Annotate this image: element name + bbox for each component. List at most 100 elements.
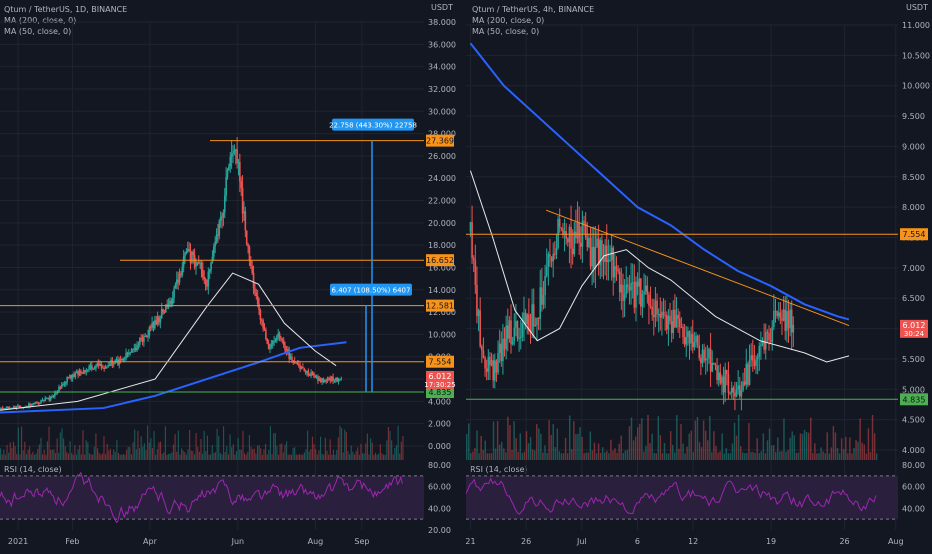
volume-bar [29, 446, 31, 460]
volume-bar [542, 452, 544, 460]
candle-body [240, 181, 243, 188]
candle-body [82, 369, 85, 374]
candle-body [215, 234, 218, 242]
volume-bar [830, 447, 833, 460]
volume-bar [72, 454, 74, 460]
volume-bar [601, 447, 604, 460]
volume-bar [360, 443, 362, 460]
panel-2-legend: Qtum / TetherUS, 4h, BINANCE MA (200, cl… [472, 5, 594, 36]
volume-bar [636, 427, 639, 460]
volume-bar [357, 447, 359, 460]
candle-body [734, 392, 736, 397]
candle-body [163, 312, 166, 314]
candle-body [549, 254, 551, 257]
volume-bar [214, 452, 217, 460]
candle-body [271, 341, 274, 345]
volume-bar [82, 430, 84, 460]
last-price-label: 6.012 [903, 321, 926, 330]
volume-bar [628, 426, 631, 460]
candle-body [477, 310, 480, 317]
volume-bar [208, 454, 210, 460]
candle-body [539, 287, 542, 319]
candle-body [657, 313, 660, 315]
candle-body [753, 360, 756, 366]
candle-body [698, 344, 701, 358]
volume-bar [562, 453, 565, 460]
volume-bar [205, 451, 207, 460]
candle-body [711, 362, 714, 372]
candle-body [576, 222, 579, 239]
panel-1-axis-unit: USDT [431, 3, 453, 12]
candle-body [203, 276, 206, 280]
candle-body [709, 348, 712, 372]
volume-bar [229, 434, 231, 460]
candle-body [515, 320, 517, 328]
ma50-line [0, 272, 337, 411]
candle-body [324, 380, 326, 382]
candle-body [526, 314, 529, 325]
volume-bar [599, 452, 602, 460]
volume-bar [581, 436, 583, 460]
candle-body [332, 376, 334, 382]
volume-bar [721, 433, 723, 460]
candle-body [675, 314, 678, 328]
y-tick-label: 22.000 [428, 197, 456, 206]
candle-body [758, 346, 761, 357]
volume-bar [587, 452, 589, 460]
candle-body [532, 304, 535, 327]
volume-bar [138, 448, 141, 460]
volume-bar [127, 446, 129, 460]
candle-body [495, 360, 498, 373]
candle-body [481, 346, 483, 351]
candle-body [30, 405, 33, 407]
volume-bar [122, 454, 124, 460]
volume-bar [244, 453, 246, 460]
candle-body [188, 249, 190, 251]
volume-bar [90, 454, 92, 460]
candle-body [604, 245, 606, 262]
candle-body [667, 315, 670, 330]
volume-bar [392, 454, 394, 460]
candle-body [764, 332, 767, 350]
candle-body [790, 309, 793, 333]
candle-body [211, 256, 214, 263]
volume-bar [302, 454, 304, 460]
volume-bar [665, 453, 668, 460]
volume-bar [717, 452, 719, 460]
candle-body [565, 231, 567, 239]
candle-body [623, 294, 626, 301]
candle-body [714, 364, 717, 366]
volume-bar [289, 454, 291, 460]
volume-bar [840, 438, 843, 460]
volume-bar [849, 437, 851, 460]
candle-body [737, 385, 739, 390]
volume-bar [268, 449, 270, 460]
volume-bar [273, 433, 275, 460]
volume-bar [657, 416, 660, 460]
candle-body [195, 265, 197, 267]
volume-bar [66, 452, 68, 460]
volume-bar [305, 449, 307, 460]
volume-bar [812, 453, 814, 460]
volume-bar [216, 428, 218, 460]
volume-bar [100, 454, 102, 460]
candle-body [701, 349, 704, 364]
volume-bar [54, 453, 57, 460]
volume-bar [737, 414, 740, 460]
volume-bar [690, 430, 692, 460]
candle-body [630, 282, 632, 291]
volume-bar [250, 446, 252, 460]
candle-body [48, 397, 51, 401]
candle-body [121, 359, 123, 361]
y-tick-label: 11.000 [902, 21, 930, 30]
candle-body [243, 211, 245, 214]
volume-bar [399, 453, 401, 460]
volume-bar [519, 433, 522, 460]
volume-bar [235, 451, 238, 460]
candle-body [80, 370, 82, 373]
volume-bar [816, 453, 818, 460]
volume-bar [147, 425, 149, 460]
candle-body [638, 278, 640, 287]
candle-body [245, 230, 248, 245]
candle-body [162, 309, 164, 313]
